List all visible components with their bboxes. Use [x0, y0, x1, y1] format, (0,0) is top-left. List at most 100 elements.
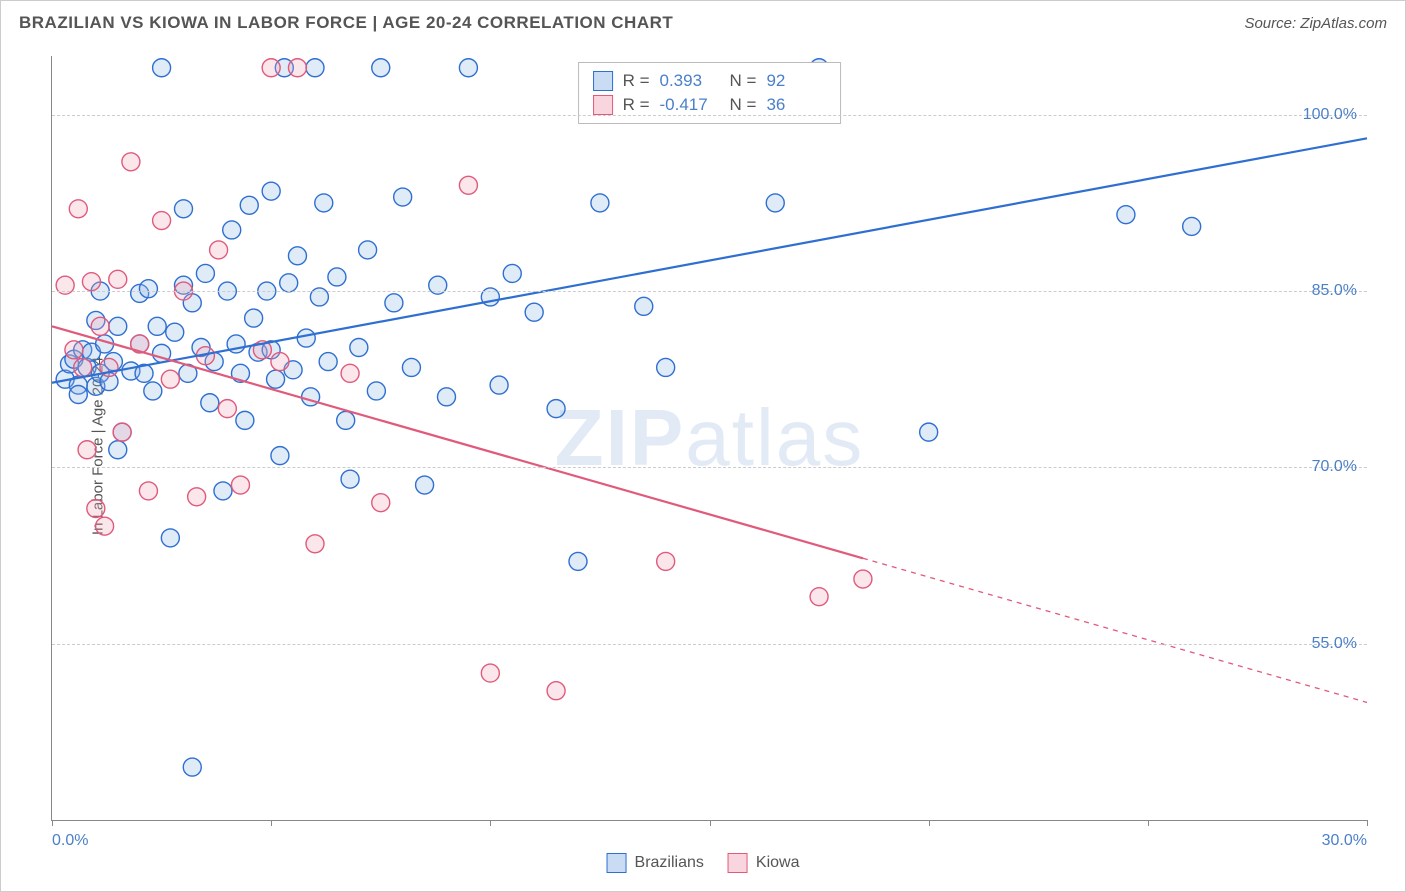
scatter-point: [218, 400, 236, 418]
legend-swatch-icon: [607, 853, 627, 873]
scatter-point: [306, 535, 324, 553]
scatter-point: [271, 447, 289, 465]
scatter-point: [109, 441, 127, 459]
legend: Brazilians Kiowa: [607, 853, 800, 873]
stats-r-value: -0.417: [660, 95, 720, 115]
scatter-point: [481, 664, 499, 682]
scatter-point: [74, 358, 92, 376]
scatter-point: [920, 423, 938, 441]
source-attribution: Source: ZipAtlas.com: [1244, 15, 1387, 32]
scatter-point: [262, 182, 280, 200]
gridline: [52, 291, 1367, 292]
legend-item: Brazilians: [607, 853, 704, 873]
stats-row: R = 0.393 N = 92: [593, 69, 827, 93]
scatter-point: [547, 400, 565, 418]
scatter-point: [223, 221, 241, 239]
scatter-point: [161, 370, 179, 388]
scatter-point: [635, 297, 653, 315]
x-tick: [271, 820, 272, 826]
scatter-point: [359, 241, 377, 259]
trend-line: [52, 138, 1367, 382]
trend-line-dashed: [863, 558, 1367, 702]
scatter-point: [236, 411, 254, 429]
scatter-point: [144, 382, 162, 400]
y-tick-label: 55.0%: [1312, 635, 1357, 653]
scatter-point: [503, 264, 521, 282]
scatter-point: [657, 552, 675, 570]
scatter-point: [65, 341, 83, 359]
scatter-point: [297, 329, 315, 347]
scatter-point: [569, 552, 587, 570]
scatter-point: [210, 241, 228, 259]
stats-r-label: R =: [623, 95, 650, 115]
scatter-point: [109, 317, 127, 335]
scatter-point: [87, 500, 105, 518]
scatter-point: [350, 338, 368, 356]
scatter-point: [288, 59, 306, 77]
scatter-point: [245, 309, 263, 327]
stats-n-label: N =: [730, 71, 757, 91]
scatter-point: [82, 273, 100, 291]
y-tick-label: 85.0%: [1312, 282, 1357, 300]
scatter-point: [547, 682, 565, 700]
scatter-point: [69, 200, 87, 218]
chart-title: BRAZILIAN VS KIOWA IN LABOR FORCE | AGE …: [19, 13, 673, 33]
scatter-point: [337, 411, 355, 429]
scatter-point: [214, 482, 232, 500]
scatter-point: [113, 423, 131, 441]
scatter-point: [341, 364, 359, 382]
scatter-point: [394, 188, 412, 206]
scatter-point: [766, 194, 784, 212]
scatter-point: [271, 353, 289, 371]
plot-area: ZIPatlas R = 0.393 N = 92 R = -0.417 N =…: [51, 56, 1367, 821]
x-tick: [1367, 820, 1368, 826]
scatter-point: [122, 153, 140, 171]
scatter-point: [1117, 206, 1135, 224]
scatter-point: [153, 212, 171, 230]
x-tick-label: 0.0%: [52, 832, 88, 850]
scatter-point: [166, 323, 184, 341]
stats-r-value: 0.393: [660, 71, 720, 91]
x-tick: [490, 820, 491, 826]
scatter-point: [139, 280, 157, 298]
scatter-point: [139, 482, 157, 500]
scatter-point: [183, 758, 201, 776]
x-tick: [929, 820, 930, 826]
scatter-point: [367, 382, 385, 400]
gridline: [52, 467, 1367, 468]
scatter-point: [188, 488, 206, 506]
scatter-point: [267, 370, 285, 388]
scatter-point: [161, 529, 179, 547]
stats-r-label: R =: [623, 71, 650, 91]
scatter-point: [459, 176, 477, 194]
scatter-point: [315, 194, 333, 212]
scatter-point: [459, 59, 477, 77]
stats-n-value: 92: [766, 71, 826, 91]
x-tick-label: 30.0%: [1322, 832, 1367, 850]
stats-n-label: N =: [730, 95, 757, 115]
scatter-point: [402, 358, 420, 376]
y-tick-label: 100.0%: [1303, 106, 1357, 124]
legend-item: Kiowa: [728, 853, 800, 873]
scatter-point: [490, 376, 508, 394]
scatter-point: [657, 358, 675, 376]
scatter-point: [280, 274, 298, 292]
gridline: [52, 644, 1367, 645]
stats-swatch-icon: [593, 71, 613, 91]
stats-row: R = -0.417 N = 36: [593, 93, 827, 117]
scatter-point: [328, 268, 346, 286]
x-tick: [52, 820, 53, 826]
scatter-point: [231, 476, 249, 494]
scatter-point: [288, 247, 306, 265]
scatter-point: [153, 59, 171, 77]
scatter-point: [591, 194, 609, 212]
scatter-point: [341, 470, 359, 488]
scatter-point: [372, 59, 390, 77]
scatter-point: [175, 200, 193, 218]
legend-label: Kiowa: [756, 854, 800, 872]
scatter-point: [96, 517, 114, 535]
scatter-point: [854, 570, 872, 588]
stats-swatch-icon: [593, 95, 613, 115]
y-tick-label: 70.0%: [1312, 458, 1357, 476]
scatter-point: [385, 294, 403, 312]
